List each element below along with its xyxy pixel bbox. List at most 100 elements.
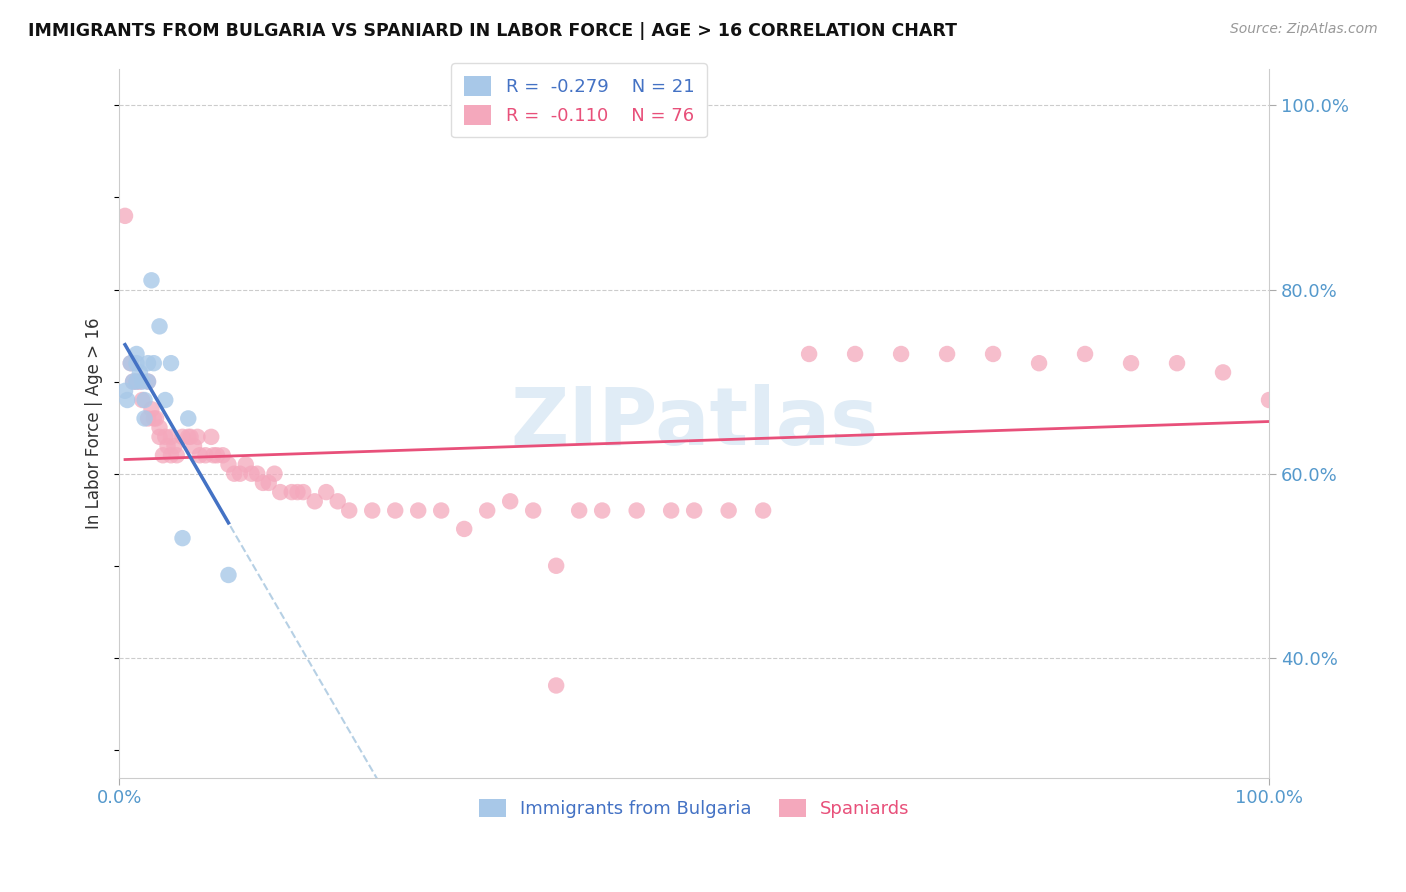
Point	[160, 356, 183, 370]
Point	[136, 356, 159, 370]
Point	[160, 448, 183, 462]
Point	[1258, 392, 1281, 407]
Point	[183, 439, 205, 453]
Point	[797, 347, 820, 361]
Point	[145, 411, 167, 425]
Point	[280, 485, 302, 500]
Point	[218, 568, 240, 582]
Point	[148, 420, 170, 434]
Point	[591, 503, 613, 517]
Point	[499, 494, 522, 508]
Point	[752, 503, 775, 517]
Point	[683, 503, 706, 517]
Text: ZIPatlas: ZIPatlas	[510, 384, 879, 462]
Point	[114, 384, 136, 398]
Text: Source: ZipAtlas.com: Source: ZipAtlas.com	[1230, 22, 1378, 37]
Point	[936, 347, 959, 361]
Point	[156, 439, 179, 453]
Point	[626, 503, 648, 517]
Point	[1074, 347, 1097, 361]
Point	[315, 485, 337, 500]
Point	[200, 430, 222, 444]
Point	[152, 448, 174, 462]
Point	[134, 392, 156, 407]
Point	[326, 494, 349, 508]
Point	[287, 485, 309, 500]
Point	[180, 430, 202, 444]
Point	[114, 209, 136, 223]
Point	[337, 503, 360, 517]
Point	[1119, 356, 1142, 370]
Point	[177, 411, 200, 425]
Point	[141, 273, 163, 287]
Point	[117, 392, 139, 407]
Point	[304, 494, 326, 508]
Point	[136, 375, 159, 389]
Point	[384, 503, 406, 517]
Point	[125, 375, 148, 389]
Point	[194, 448, 217, 462]
Point	[172, 430, 194, 444]
Point	[172, 531, 194, 545]
Text: IMMIGRANTS FROM BULGARIA VS SPANIARD IN LABOR FORCE | AGE > 16 CORRELATION CHART: IMMIGRANTS FROM BULGARIA VS SPANIARD IN …	[28, 22, 957, 40]
Point	[125, 356, 148, 370]
Point	[129, 365, 152, 379]
Point	[166, 448, 188, 462]
Point	[263, 467, 285, 481]
Point	[218, 458, 240, 472]
Point	[163, 439, 186, 453]
Point	[122, 375, 145, 389]
Point	[134, 411, 156, 425]
Point	[252, 475, 274, 490]
Point	[1212, 365, 1234, 379]
Point	[148, 430, 170, 444]
Point	[188, 448, 211, 462]
Point	[981, 347, 1004, 361]
Point	[211, 448, 233, 462]
Point	[235, 458, 257, 472]
Point	[890, 347, 912, 361]
Point	[122, 375, 145, 389]
Point	[125, 375, 148, 389]
Point	[546, 558, 568, 573]
Point	[120, 356, 142, 370]
Point	[125, 347, 148, 361]
Point	[257, 475, 280, 490]
Point	[292, 485, 315, 500]
Point	[148, 319, 170, 334]
Point	[453, 522, 475, 536]
Point	[1028, 356, 1050, 370]
Point	[205, 448, 228, 462]
Point	[1166, 356, 1188, 370]
Point	[202, 448, 225, 462]
Point	[522, 503, 544, 517]
Point	[142, 356, 165, 370]
Point	[120, 356, 142, 370]
Point	[361, 503, 384, 517]
Point	[131, 375, 153, 389]
Point	[129, 375, 152, 389]
Point	[136, 411, 159, 425]
Point	[141, 402, 163, 417]
Point	[155, 430, 177, 444]
Point	[224, 467, 246, 481]
Point	[177, 430, 200, 444]
Point	[844, 347, 866, 361]
Point	[477, 503, 499, 517]
Point	[240, 467, 263, 481]
Point	[160, 430, 183, 444]
Point	[568, 503, 591, 517]
Point	[136, 375, 159, 389]
Point	[229, 467, 252, 481]
Point	[186, 430, 208, 444]
Point	[717, 503, 740, 517]
Point	[142, 411, 165, 425]
Point	[546, 678, 568, 692]
Legend: Immigrants from Bulgaria, Spaniards: Immigrants from Bulgaria, Spaniards	[471, 791, 917, 825]
Point	[269, 485, 291, 500]
Point	[246, 467, 269, 481]
Point	[430, 503, 453, 517]
Point	[131, 392, 153, 407]
Point	[406, 503, 429, 517]
Y-axis label: In Labor Force | Age > 16: In Labor Force | Age > 16	[86, 318, 103, 529]
